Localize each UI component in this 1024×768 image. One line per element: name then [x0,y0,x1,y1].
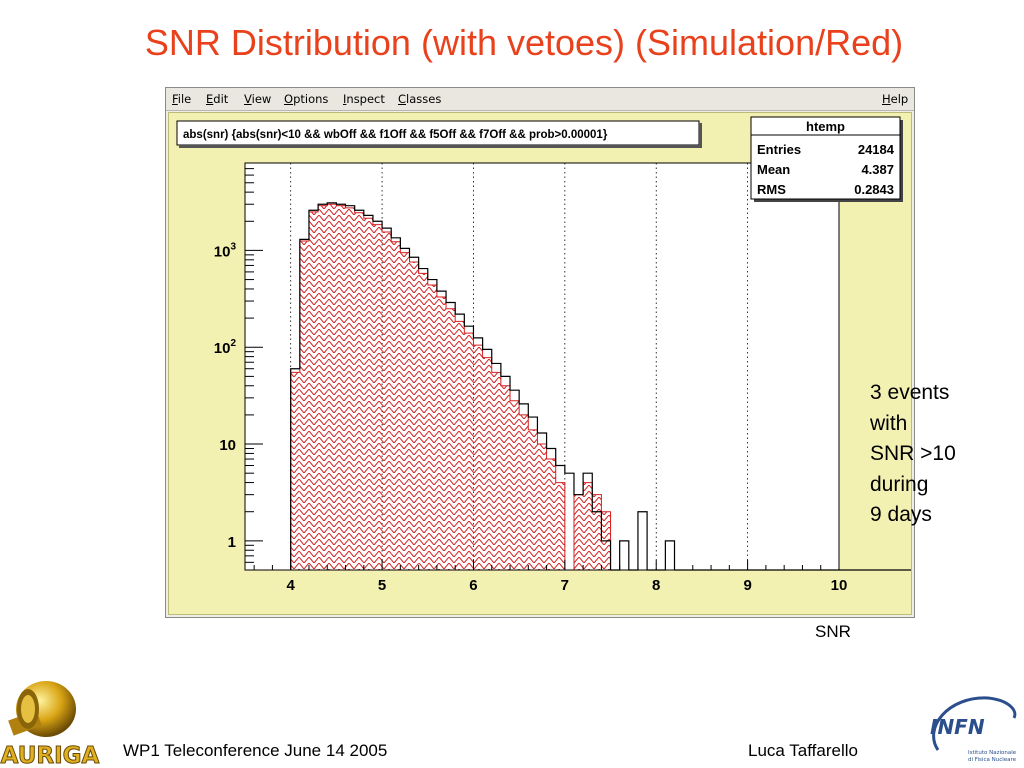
hatched-bar [573,494,584,570]
slide-title: SNR Distribution (with vetoes) (Simulati… [144,22,904,63]
hatched-bar [583,482,593,570]
x-axis-caption: SNR [815,622,851,641]
hatched-bar [455,321,465,570]
hatched-bar [345,207,355,570]
x-tick-label: 6 [469,577,477,594]
hatched-bar [546,459,556,570]
stats-box-frame [750,116,901,200]
hatched-bar [528,429,538,570]
stats-row-label: Entries [757,142,801,157]
hatched-bar [299,241,309,570]
hatched-bar [555,482,565,570]
y-tick-label: 10 [219,437,236,454]
menu-bar: File Edit View Options Inspect Classes H… [166,88,914,111]
hatched-bar [482,357,492,570]
outline-histogram [290,202,911,571]
hatched-bar [427,284,437,570]
hatched-bar [510,400,520,570]
menu-inspect[interactable]: Inspect [343,92,385,106]
hatched-bar [409,261,419,570]
hatched-bar [418,273,428,570]
hatched-bar [500,385,511,570]
side-note-line: during [870,472,929,496]
menu-edit-rest: dit [213,92,229,106]
menu-view[interactable]: View [244,92,272,106]
stats-row-value: 24184 [858,142,895,157]
infn-logo: INFN Istituto Nazionale di Fisica Nuclea… [930,696,1017,763]
menu-file[interactable]: File [172,92,192,106]
footer-left: WP1 Teleconference June 14 2005 [123,741,388,760]
footer-right: Luca Taffarello [748,741,858,760]
side-note-line: 9 days [870,503,932,526]
x-tick-label: 10 [831,577,848,594]
auriga-logo-text: AURIGA [1,743,100,768]
hatched-bar [391,241,401,571]
y-tick-label: 102 [214,338,237,357]
hatched-bar [327,204,337,570]
hatched-bar [363,218,373,570]
hatched-bar [336,205,346,570]
menu-help[interactable]: Help [882,92,909,106]
y-tick-label: 1 [228,534,236,551]
hatched-bar [382,232,392,570]
auriga-logo: AURIGA [0,681,100,768]
menu-help-rest: elp [890,92,909,106]
stats-row-label: Mean [757,162,790,177]
title-box-shadow [179,145,701,148]
side-note-line: SNR >10 [870,442,956,465]
hatched-bar [446,308,456,570]
menu-options[interactable]: Options [284,92,329,106]
plot-frame [244,162,840,571]
stats-box: htemp Entries 24184 Mean 4.387 RMS 0.2843 [750,116,903,202]
hatched-bar [400,252,410,570]
stats-row-value: 4.387 [861,162,894,177]
histogram-title-box: abs(snr) {abs(snr)<10 && wbOff && f1Off … [176,120,702,148]
title-box-shadow [699,123,702,148]
stats-row-label: RMS [757,182,786,197]
menu-classes[interactable]: Classes [398,92,442,106]
infn-logo-text: INFN [930,715,985,739]
histogram-title: abs(snr) {abs(snr)<10 && wbOff && f1Off … [183,129,608,141]
hatched-bar [372,224,383,570]
hatched-bar [308,211,319,570]
hatched-bar [436,297,447,570]
title-box-frame [176,120,700,146]
x-tick-label: 9 [743,577,751,594]
hatched-bar [473,345,483,570]
y-tick-label: 103 [214,241,237,260]
hatched-bar [592,494,602,570]
hatched-bar [354,212,364,570]
stats-box-name: htemp [806,119,845,134]
stats-row-value: 0.2843 [854,182,894,197]
hatched-bar [491,372,501,570]
hatched-bar [318,205,328,570]
hatched-bar [290,372,300,570]
menu-edit[interactable]: Edit [206,92,229,106]
hatched-bar [464,333,474,570]
menu-inspect-rest: nspect [346,92,385,106]
x-tick-label: 7 [561,577,569,594]
menu-file-rest: ile [177,92,192,106]
root-canvas-window: File Edit View Options Inspect Classes H… [165,87,915,618]
infn-logo-sub2: di Fisica Nucleare [968,757,1017,763]
x-tick-label: 8 [652,577,660,594]
hatched-bar [537,444,547,570]
side-note: 3 events with SNR >10 during 9 days [870,378,956,531]
menu-classes-rest: lasses [406,92,442,106]
histogram-svg: 4 5 6 7 8 9 10 1 10 102 103 abs(snr) {abs(snr)<10 &… [176,116,911,594]
plot-canvas[interactable]: 4 5 6 7 8 9 10 1 10 102 103 abs(snr) {abs(snr)<10 &… [168,112,912,615]
menu-view-rest: iew [251,92,272,106]
infn-logo-sub1: Istituto Nazionale [968,750,1017,756]
menu-options-rest: ptions [293,92,329,106]
side-note-line: with [870,411,908,435]
x-tick-label: 5 [378,577,386,594]
x-tick-label: 4 [287,577,296,594]
hatched-bar [519,414,529,570]
side-note-line: 3 events [870,381,950,404]
